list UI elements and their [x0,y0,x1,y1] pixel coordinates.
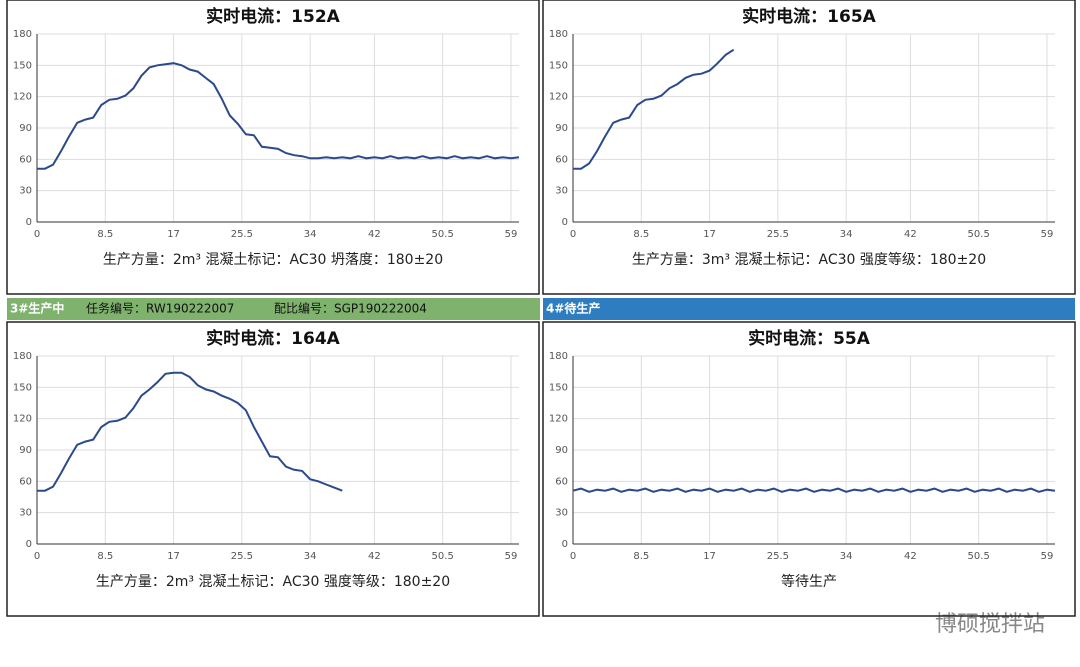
caption: 等待生产 [781,573,837,590]
x-tick-label: 0 [34,551,40,562]
y-tick-label: 0 [26,539,32,550]
y-tick-label: 120 [13,92,32,103]
y-tick-label: 150 [13,60,32,71]
x-tick-label: 59 [1041,551,1054,562]
y-tick-label: 30 [555,186,568,197]
y-tick-label: 150 [549,382,568,393]
y-tick-label: 120 [549,414,568,425]
caption: 生产方量：2m³ 混凝土标记：AC30 坍落度：180±20 [103,252,443,268]
y-tick-label: 120 [13,414,32,425]
x-tick-label: 50.5 [432,229,454,240]
x-tick-label: 34 [840,551,853,562]
x-tick-label: 25.5 [767,229,789,240]
x-tick-label: 50.5 [968,229,990,240]
x-tick-label: 8.5 [97,551,113,562]
chart-title: 实时电流：164A [206,328,340,349]
x-tick-label: 50.5 [968,551,990,562]
y-tick-label: 180 [13,29,32,40]
y-tick-label: 60 [19,154,32,165]
x-tick-label: 34 [304,551,317,562]
x-tick-label: 0 [570,551,576,562]
y-tick-label: 180 [549,29,568,40]
x-tick-label: 34 [304,229,317,240]
chart-title: 实时电流：165A [742,6,876,27]
y-tick-label: 120 [549,92,568,103]
x-tick-label: 17 [167,551,180,562]
y-tick-label: 60 [555,154,568,165]
x-tick-label: 25.5 [231,551,253,562]
x-tick-label: 8.5 [633,229,649,240]
chart-title: 实时电流：152A [206,6,340,27]
x-tick-label: 8.5 [97,229,113,240]
panel [542,0,1076,295]
y-tick-label: 90 [19,445,32,456]
x-tick-label: 25.5 [767,551,789,562]
y-tick-label: 90 [555,123,568,134]
x-tick-label: 17 [167,229,180,240]
panel [6,321,540,617]
status-state: 4#待生产 [546,301,600,316]
caption: 生产方量：2m³ 混凝土标记：AC30 强度等级：180±20 [96,573,450,590]
caption: 生产方量：3m³ 混凝土标记：AC30 强度等级：180±20 [632,251,986,268]
x-tick-label: 17 [703,551,716,562]
x-tick-label: 42 [368,551,381,562]
y-tick-label: 90 [555,445,568,456]
current-line [573,48,735,170]
x-tick-label: 59 [1041,229,1054,240]
y-tick-label: 180 [13,351,32,362]
panel [6,0,540,295]
y-tick-label: 90 [19,123,32,134]
status-state: 3#生产中 [10,301,64,316]
x-tick-label: 0 [570,229,576,240]
mix-id: 配比编号：SGP190222004 [274,301,427,316]
x-tick-label: 34 [840,229,853,240]
task-id: 任务编号：RW190222007 [86,301,234,316]
y-tick-label: 30 [19,186,32,197]
x-tick-label: 59 [505,551,518,562]
y-tick-label: 60 [555,476,568,487]
status-bar [7,298,540,320]
x-tick-label: 59 [505,229,518,240]
x-tick-label: 25.5 [231,229,253,240]
chart-title: 实时电流：55A [748,328,871,349]
y-tick-label: 0 [562,539,568,550]
status-bar [543,298,1075,320]
x-tick-label: 8.5 [633,551,649,562]
y-tick-label: 0 [562,217,568,228]
y-tick-label: 30 [555,508,568,519]
x-tick-label: 17 [703,229,716,240]
current-line [37,371,343,492]
panel [542,321,1076,617]
x-tick-label: 0 [34,229,40,240]
y-tick-label: 60 [19,476,32,487]
x-tick-label: 42 [904,229,917,240]
x-tick-label: 42 [368,229,381,240]
y-tick-label: 0 [26,217,32,228]
y-tick-label: 180 [549,351,568,362]
y-tick-label: 150 [549,60,568,71]
y-tick-label: 30 [19,508,32,519]
current-line [37,62,520,170]
x-tick-label: 50.5 [432,551,454,562]
x-tick-label: 42 [904,551,917,562]
y-tick-label: 150 [13,382,32,393]
current-line [572,487,1056,493]
